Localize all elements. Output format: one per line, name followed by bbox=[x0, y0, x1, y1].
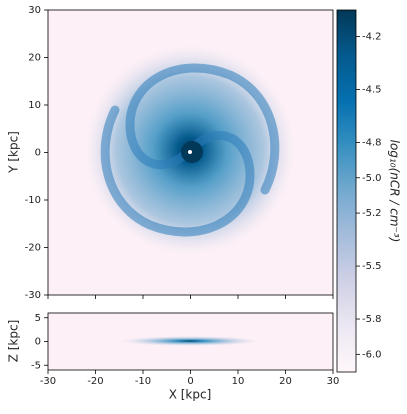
x-tick-label: -20 bbox=[87, 376, 103, 387]
y-tick-label: 20 bbox=[28, 53, 41, 64]
y-tick-label: 0 bbox=[35, 337, 41, 348]
colorbar-tick-label: -5.2 bbox=[362, 208, 382, 219]
colorbar-tick-label: -4.8 bbox=[362, 137, 382, 148]
y-tick-label: -30 bbox=[25, 290, 41, 301]
x-tick-label: -10 bbox=[135, 376, 151, 387]
y-tick-label: 0 bbox=[35, 148, 41, 159]
colorbar-tick-label: -6.0 bbox=[362, 349, 382, 360]
y-tick-label: 30 bbox=[28, 5, 41, 16]
colorbar bbox=[336, 9, 357, 373]
x-tick-label: 0 bbox=[187, 376, 193, 387]
x-tick-label: 30 bbox=[327, 376, 340, 387]
colorbar-label: log₁₀(nCR / cm⁻³) bbox=[388, 140, 402, 243]
x-axis-label: X [kpc] bbox=[169, 388, 212, 402]
colorbar-tick-label: -5.8 bbox=[362, 314, 382, 325]
y-tick-label: 10 bbox=[28, 100, 41, 111]
y-tick-label: 5 bbox=[35, 313, 41, 324]
y-tick-label: -5 bbox=[31, 360, 41, 371]
x-tick-label: 10 bbox=[232, 376, 245, 387]
x-tick-label: 20 bbox=[279, 376, 292, 387]
y-axis-label: Z [kpc] bbox=[7, 320, 21, 363]
y-axis-label: Y [kpc] bbox=[7, 131, 21, 174]
galaxy-face-on bbox=[85, 45, 295, 255]
colorbar-tick-label: -4.2 bbox=[362, 31, 382, 42]
colorbar-tick-label: -4.5 bbox=[362, 84, 382, 95]
colorbar-tick-label: -5.0 bbox=[362, 173, 382, 184]
galaxy-edge-on bbox=[120, 336, 260, 346]
colorbar-tick-label: -5.5 bbox=[362, 261, 382, 272]
x-tick-label: -30 bbox=[40, 376, 56, 387]
y-tick-label: -20 bbox=[25, 243, 41, 254]
y-tick-label: -10 bbox=[25, 195, 41, 206]
